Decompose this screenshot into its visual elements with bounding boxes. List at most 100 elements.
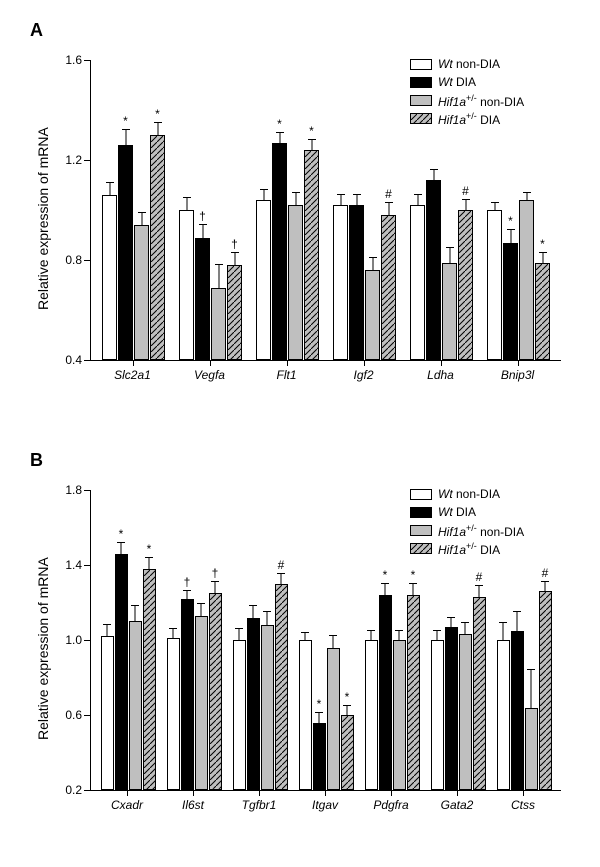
y-tick-label: 1.2 bbox=[50, 153, 82, 167]
error-cap bbox=[169, 628, 177, 629]
error-bar bbox=[157, 123, 158, 136]
error-bar bbox=[451, 618, 452, 627]
error-cap bbox=[343, 705, 351, 706]
error-cap bbox=[211, 581, 219, 582]
error-cap bbox=[499, 622, 507, 623]
significance-marker: # bbox=[275, 558, 287, 572]
bar bbox=[503, 243, 518, 361]
error-cap bbox=[353, 194, 361, 195]
significance-marker: * bbox=[379, 568, 391, 582]
error-cap bbox=[433, 630, 441, 631]
error-cap bbox=[154, 122, 162, 123]
bar bbox=[473, 597, 486, 790]
bar bbox=[458, 210, 473, 360]
figure: { "colors": { "bg": "#ffffff", "axis": "… bbox=[0, 0, 600, 867]
x-category-label: Cxadr bbox=[97, 798, 157, 812]
error-bar bbox=[202, 225, 203, 238]
error-bar bbox=[107, 625, 108, 636]
error-bar bbox=[109, 183, 110, 196]
error-cap bbox=[513, 611, 521, 612]
error-bar bbox=[173, 629, 174, 638]
bar bbox=[247, 618, 260, 791]
error-cap bbox=[395, 630, 403, 631]
bar bbox=[195, 616, 208, 790]
error-cap bbox=[117, 542, 125, 543]
bar bbox=[431, 640, 444, 790]
bar bbox=[209, 593, 222, 790]
error-bar bbox=[186, 198, 187, 211]
panel-label: B bbox=[30, 450, 43, 471]
error-cap bbox=[231, 252, 239, 253]
error-bar bbox=[413, 584, 414, 595]
bar bbox=[487, 210, 502, 360]
error-bar bbox=[281, 574, 282, 583]
error-cap bbox=[447, 617, 455, 618]
bar bbox=[118, 145, 133, 360]
significance-marker: # bbox=[539, 566, 551, 580]
error-cap bbox=[131, 605, 139, 606]
error-cap bbox=[475, 585, 483, 586]
legend-swatch bbox=[410, 113, 432, 124]
y-axis-label: Relative expression of mRNA bbox=[35, 127, 51, 310]
y-tick bbox=[84, 565, 90, 566]
bar bbox=[410, 205, 425, 360]
significance-marker: * bbox=[143, 542, 155, 556]
error-cap bbox=[367, 630, 375, 631]
y-tick bbox=[84, 715, 90, 716]
x-category-label: Il6st bbox=[163, 798, 223, 812]
panel-B: B**††#****##0.20.61.01.41.8Relative expr… bbox=[0, 450, 600, 850]
x-category-label: Bnip3l bbox=[488, 368, 548, 382]
error-cap bbox=[215, 264, 223, 265]
x-tick bbox=[518, 360, 519, 366]
error-bar bbox=[218, 265, 219, 288]
bar bbox=[511, 631, 524, 790]
bar bbox=[261, 625, 274, 790]
bar bbox=[393, 640, 406, 790]
error-bar bbox=[399, 631, 400, 640]
error-bar bbox=[517, 612, 518, 631]
error-cap bbox=[292, 192, 300, 193]
bar bbox=[211, 288, 226, 361]
legend-swatch bbox=[410, 59, 432, 70]
legend-swatch bbox=[410, 77, 432, 88]
y-tick-label: 0.8 bbox=[50, 253, 82, 267]
bar bbox=[101, 636, 114, 790]
significance-marker: † bbox=[209, 566, 221, 580]
bar bbox=[275, 584, 288, 790]
error-cap bbox=[315, 712, 323, 713]
error-bar bbox=[333, 636, 334, 647]
bar bbox=[525, 708, 538, 791]
bar bbox=[102, 195, 117, 360]
error-cap bbox=[301, 632, 309, 633]
error-bar bbox=[531, 670, 532, 708]
x-tick bbox=[391, 790, 392, 796]
error-bar bbox=[494, 203, 495, 211]
bar bbox=[304, 150, 319, 360]
error-cap bbox=[491, 202, 499, 203]
error-bar bbox=[340, 195, 341, 205]
x-category-label: Ldha bbox=[411, 368, 471, 382]
bar bbox=[256, 200, 271, 360]
legend: Wt non-DIAWt DIAHif1a+/- non-DIAHif1a+/-… bbox=[410, 485, 524, 557]
legend-swatch bbox=[410, 489, 432, 500]
bar bbox=[288, 205, 303, 360]
legend-label: Wt non-DIA bbox=[438, 55, 500, 73]
error-bar bbox=[125, 130, 126, 145]
error-cap bbox=[381, 583, 389, 584]
error-bar bbox=[385, 584, 386, 595]
y-tick bbox=[84, 260, 90, 261]
error-bar bbox=[135, 606, 136, 621]
y-axis-label: Relative expression of mRNA bbox=[35, 557, 51, 740]
significance-marker: * bbox=[505, 214, 517, 228]
significance-marker: * bbox=[306, 124, 318, 138]
x-tick bbox=[364, 360, 365, 366]
error-cap bbox=[183, 197, 191, 198]
legend-label: Hif1a+/- DIA bbox=[438, 537, 500, 559]
legend-swatch bbox=[410, 543, 432, 554]
x-tick bbox=[441, 360, 442, 366]
bar bbox=[150, 135, 165, 360]
x-category-label: Pdgfra bbox=[361, 798, 421, 812]
error-cap bbox=[106, 182, 114, 183]
error-bar bbox=[356, 195, 357, 205]
error-cap bbox=[260, 189, 268, 190]
